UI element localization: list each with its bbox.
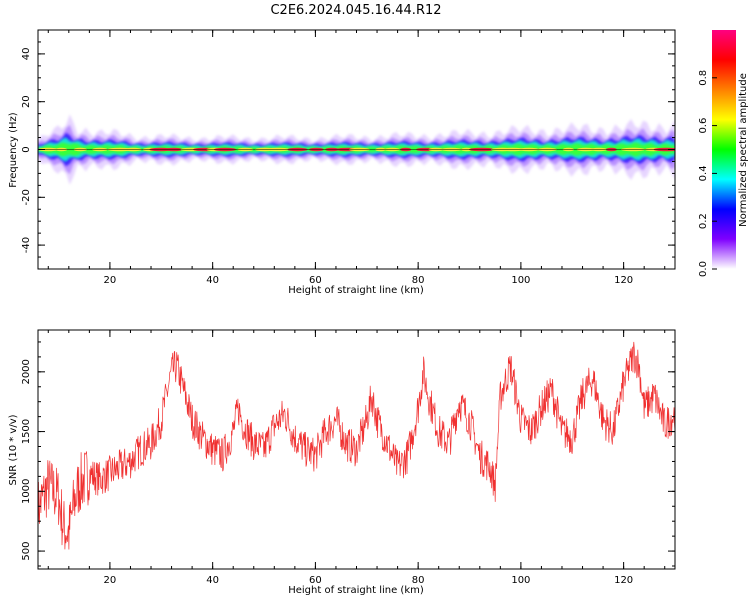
snr-panel: 20 40 60 80 100 120 500 1000 1500 2000 Height of … <box>8 329 676 596</box>
colorbar-tick-label: 0.8 <box>698 70 709 86</box>
spectrogram-band <box>38 114 675 185</box>
snr-x-tick-label: 80 <box>412 575 425 586</box>
snr-y-tick-label: 500 <box>21 542 32 561</box>
spectrogram-x-tick-label: 60 <box>309 275 322 286</box>
snr-y-label: SNR (10 * v/v) <box>8 414 19 485</box>
snr-ticks: 20 40 60 80 100 120 500 1000 1500 2000 <box>21 330 675 586</box>
colorbar-label: Normalized spectral amplitude <box>738 73 749 227</box>
snr-y-tick-label: 1500 <box>21 419 32 444</box>
spectrogram-y-tick-label: -40 <box>21 237 32 253</box>
snr-x-tick-label: 40 <box>206 575 219 586</box>
colorbar-tick-label: 0.4 <box>698 165 709 181</box>
snr-x-label: Height of straight line (km) <box>288 585 424 596</box>
spectrogram-x-tick-label: 80 <box>412 275 425 286</box>
colorbar-tick-label: 0.6 <box>698 118 709 134</box>
colorbar: 0.0 0.2 0.4 0.6 0.8 Normalized spectral ampl… <box>698 30 749 277</box>
colorbar-tick-label: 0.2 <box>698 213 709 229</box>
spectrogram-y-tick-label: 40 <box>21 48 32 61</box>
snr-x-tick-label: 120 <box>614 575 633 586</box>
snr-y-tick-label: 2000 <box>21 359 32 384</box>
spectrogram-ticks: 20 40 60 80 100 120 -40 -20 0 20 40 <box>21 29 675 286</box>
spectrogram-y-tick-label: 0 <box>21 146 32 152</box>
snr-x-tick-label: 20 <box>104 575 117 586</box>
colorbar-ticks: 0.0 0.2 0.4 0.6 0.8 <box>698 70 717 277</box>
spectrogram-panel: 20 40 60 80 100 120 -40 -20 0 20 40 Height of stra… <box>8 29 676 296</box>
snr-series-line <box>38 341 675 550</box>
colorbar-gradient <box>712 30 736 269</box>
spectrogram-y-tick-label: 20 <box>21 95 32 108</box>
spectrogram-x-tick-label: 20 <box>104 275 117 286</box>
figure-title: C2E6.2024.045.16.44.R12 <box>270 3 441 18</box>
spectrogram-y-tick-label: -20 <box>21 189 32 205</box>
spectrogram-x-label: Height of straight line (km) <box>288 285 424 296</box>
spectrogram-y-label: Frequency (Hz) <box>8 112 19 188</box>
spectrogram-x-tick-label: 100 <box>511 275 530 286</box>
spectrogram-x-tick-label: 120 <box>614 275 633 286</box>
snr-y-tick-label: 1000 <box>21 479 32 504</box>
snr-x-tick-label: 100 <box>511 575 530 586</box>
spectrogram-x-tick-label: 40 <box>206 275 219 286</box>
colorbar-tick-label: 0.0 <box>698 261 709 277</box>
snr-x-tick-label: 60 <box>309 575 322 586</box>
